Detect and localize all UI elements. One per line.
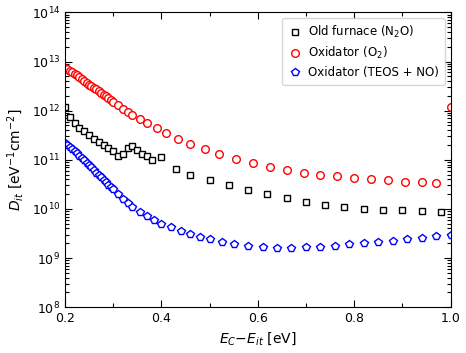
Oxidator (O$_2$) — [187, 142, 193, 146]
Old furnace (N$_2$O) — [105, 146, 111, 151]
Oxidator (TEOS + NO) — [245, 244, 251, 248]
Oxidator (O$_2$) — [86, 82, 92, 86]
Old furnace (N$_2$O) — [120, 152, 126, 156]
Old furnace (N$_2$O) — [158, 155, 164, 159]
Oxidator (O$_2$) — [62, 66, 68, 70]
Oxidator (O$_2$) — [101, 93, 106, 97]
Line: Oxidator (TEOS + NO): Oxidator (TEOS + NO) — [61, 139, 454, 252]
Old furnace (N$_2$O) — [76, 126, 82, 130]
Old furnace (N$_2$O) — [67, 115, 73, 119]
Old furnace (N$_2$O) — [62, 104, 68, 109]
Old furnace (N$_2$O) — [399, 208, 405, 212]
Oxidator (TEOS + NO) — [98, 175, 104, 179]
Oxidator (O$_2$) — [154, 126, 159, 130]
Oxidator (O$_2$) — [69, 70, 75, 74]
Old furnace (N$_2$O) — [173, 167, 178, 171]
Oxidator (O$_2$) — [94, 87, 99, 91]
Oxidator (O$_2$) — [175, 137, 181, 141]
Oxidator (O$_2$) — [120, 107, 126, 111]
Oxidator (O$_2$) — [108, 98, 114, 102]
Oxidator (O$_2$) — [74, 73, 80, 78]
Oxidator (O$_2$) — [335, 174, 340, 179]
Oxidator (O$_2$) — [402, 179, 408, 184]
Oxidator (O$_2$) — [89, 84, 94, 89]
Old furnace (N$_2$O) — [86, 133, 92, 137]
X-axis label: $E_C$$-$$E_{it}$ [eV]: $E_C$$-$$E_{it}$ [eV] — [219, 331, 296, 347]
Oxidator (O$_2$) — [96, 89, 102, 93]
Old furnace (N$_2$O) — [361, 207, 367, 211]
Oxidator (TEOS + NO) — [62, 141, 68, 145]
Old furnace (N$_2$O) — [380, 208, 386, 212]
Oxidator (O$_2$) — [318, 173, 323, 177]
Old furnace (N$_2$O) — [245, 188, 251, 192]
Old furnace (N$_2$O) — [96, 140, 102, 144]
Old furnace (N$_2$O) — [144, 154, 150, 158]
Old furnace (N$_2$O) — [82, 129, 87, 133]
Old furnace (N$_2$O) — [419, 209, 425, 213]
Oxidator (O$_2$) — [84, 80, 89, 85]
Oxidator (O$_2$) — [79, 77, 85, 81]
Line: Oxidator (O$_2$): Oxidator (O$_2$) — [61, 64, 440, 187]
Oxidator (TEOS + NO) — [89, 165, 94, 169]
Old furnace (N$_2$O) — [125, 146, 130, 151]
Oxidator (O$_2$) — [65, 67, 70, 71]
Legend: Old furnace (N$_2$O), Oxidator (O$_2$), Oxidator (TEOS + NO): Old furnace (N$_2$O), Oxidator (O$_2$), … — [282, 18, 445, 85]
Old furnace (N$_2$O) — [149, 158, 155, 162]
Old furnace (N$_2$O) — [187, 173, 193, 177]
Oxidator (O$_2$) — [115, 103, 121, 107]
Old furnace (N$_2$O) — [135, 148, 140, 152]
Oxidator (O$_2$) — [103, 94, 109, 98]
Old furnace (N$_2$O) — [342, 205, 347, 209]
Oxidator (O$_2$) — [72, 72, 77, 76]
Oxidator (O$_2$) — [110, 100, 116, 104]
Old furnace (N$_2$O) — [72, 121, 77, 126]
Oxidator (O$_2$) — [351, 176, 357, 180]
Oxidator (O$_2$) — [250, 161, 256, 165]
Oxidator (O$_2$) — [301, 170, 306, 175]
Old furnace (N$_2$O) — [91, 137, 96, 141]
Line: Old furnace (N$_2$O): Old furnace (N$_2$O) — [62, 104, 444, 216]
Oxidator (O$_2$) — [76, 75, 82, 79]
Old furnace (N$_2$O) — [115, 154, 121, 158]
Old furnace (N$_2$O) — [303, 200, 309, 204]
Oxidator (TEOS + NO) — [448, 233, 453, 237]
Oxidator (O$_2$) — [202, 147, 207, 151]
Y-axis label: $D_{it}$ [eV$^{-1}$cm$^{-2}$]: $D_{it}$ [eV$^{-1}$cm$^{-2}$] — [6, 108, 26, 211]
Oxidator (O$_2$) — [137, 117, 143, 121]
Oxidator (O$_2$) — [105, 96, 111, 100]
Old furnace (N$_2$O) — [101, 143, 106, 147]
Oxidator (O$_2$) — [267, 165, 273, 169]
Old furnace (N$_2$O) — [284, 196, 289, 200]
Oxidator (O$_2$) — [82, 79, 87, 83]
Oxidator (O$_2$) — [419, 180, 425, 184]
Oxidator (O$_2$) — [385, 178, 391, 183]
Old furnace (N$_2$O) — [265, 192, 270, 196]
Oxidator (O$_2$) — [368, 177, 374, 181]
Oxidator (TEOS + NO) — [101, 178, 106, 182]
Oxidator (TEOS + NO) — [274, 246, 280, 250]
Oxidator (O$_2$) — [144, 121, 150, 125]
Old furnace (N$_2$O) — [110, 149, 116, 153]
Oxidator (TEOS + NO) — [433, 234, 439, 238]
Old furnace (N$_2$O) — [226, 183, 232, 187]
Oxidator (O$_2$) — [433, 181, 439, 185]
Old furnace (N$_2$O) — [322, 203, 328, 207]
Oxidator (O$_2$) — [67, 68, 73, 73]
Oxidator (O$_2$) — [216, 152, 222, 156]
Oxidator (O$_2$) — [91, 86, 96, 90]
Oxidator (O$_2$) — [125, 110, 130, 114]
Old furnace (N$_2$O) — [130, 144, 135, 148]
Oxidator (O$_2$) — [130, 113, 135, 117]
Oxidator (O$_2$) — [98, 91, 104, 95]
Oxidator (TEOS + NO) — [207, 237, 212, 241]
Oxidator (O$_2$) — [284, 168, 289, 172]
Old furnace (N$_2$O) — [438, 210, 444, 215]
Old furnace (N$_2$O) — [139, 152, 145, 156]
Old furnace (N$_2$O) — [207, 178, 212, 183]
Oxidator (O$_2$) — [164, 131, 169, 135]
Oxidator (O$_2$) — [233, 157, 239, 161]
